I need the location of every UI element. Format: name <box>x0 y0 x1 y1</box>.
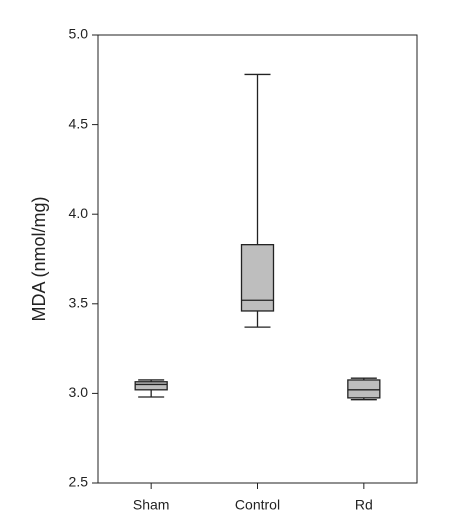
y-tick-label: 3.0 <box>69 384 89 400</box>
y-tick-label: 2.5 <box>69 474 89 490</box>
y-tick-label: 4.5 <box>69 115 89 131</box>
y-tick-label: 5.0 <box>69 26 89 42</box>
y-tick-label: 3.5 <box>69 295 89 311</box>
box <box>240 244 275 312</box>
x-tick-label: Control <box>235 497 280 513</box>
x-tick-label: Sham <box>133 497 170 513</box>
box <box>347 379 381 399</box>
y-axis-title: MDA (nmol/mg) <box>29 196 49 321</box>
box <box>134 381 168 391</box>
x-tick-label: Rd <box>355 497 373 513</box>
y-tick-label: 4.0 <box>69 205 89 221</box>
